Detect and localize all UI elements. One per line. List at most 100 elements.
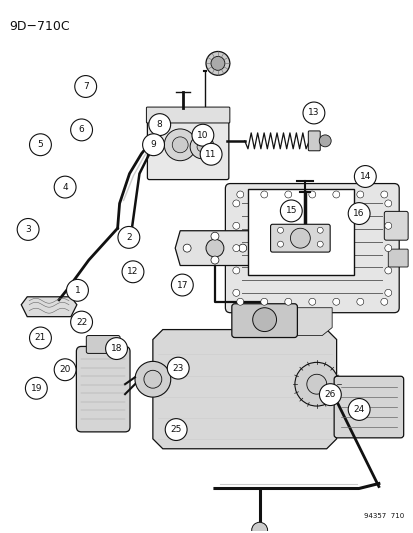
- Text: 6: 6: [78, 125, 84, 134]
- Circle shape: [232, 267, 239, 274]
- Circle shape: [190, 135, 214, 159]
- Circle shape: [384, 245, 391, 252]
- Circle shape: [260, 191, 267, 198]
- Circle shape: [384, 200, 391, 207]
- Circle shape: [232, 200, 239, 207]
- FancyBboxPatch shape: [308, 131, 320, 151]
- Text: 3: 3: [25, 225, 31, 234]
- Circle shape: [211, 56, 224, 70]
- Circle shape: [54, 359, 76, 381]
- Circle shape: [142, 134, 164, 156]
- FancyBboxPatch shape: [231, 304, 297, 337]
- Circle shape: [148, 114, 170, 135]
- Polygon shape: [21, 297, 77, 317]
- Circle shape: [206, 52, 229, 75]
- Circle shape: [167, 357, 189, 379]
- Circle shape: [17, 219, 39, 240]
- Circle shape: [332, 298, 339, 305]
- Circle shape: [165, 418, 187, 440]
- FancyBboxPatch shape: [270, 224, 330, 252]
- Circle shape: [164, 129, 196, 161]
- Text: 18: 18: [111, 344, 122, 353]
- Circle shape: [71, 119, 92, 141]
- Circle shape: [211, 232, 218, 240]
- Circle shape: [252, 308, 276, 332]
- Circle shape: [316, 241, 323, 247]
- Circle shape: [308, 298, 315, 305]
- Text: 19: 19: [31, 384, 42, 393]
- Circle shape: [71, 311, 92, 333]
- Circle shape: [105, 337, 127, 359]
- FancyBboxPatch shape: [225, 183, 398, 313]
- Circle shape: [380, 191, 387, 198]
- Text: 15: 15: [285, 206, 297, 215]
- Circle shape: [290, 228, 310, 248]
- Circle shape: [319, 384, 340, 406]
- Circle shape: [236, 298, 243, 305]
- Circle shape: [232, 222, 239, 229]
- Text: 22: 22: [76, 318, 87, 327]
- Text: 13: 13: [307, 109, 319, 117]
- Circle shape: [356, 191, 363, 198]
- FancyBboxPatch shape: [147, 118, 228, 180]
- Circle shape: [197, 142, 206, 152]
- Text: 9D−710C: 9D−710C: [9, 20, 70, 33]
- Circle shape: [332, 191, 339, 198]
- Text: 10: 10: [197, 131, 208, 140]
- Text: 16: 16: [353, 209, 364, 218]
- Circle shape: [308, 191, 315, 198]
- Text: 21: 21: [35, 334, 46, 343]
- Circle shape: [284, 191, 291, 198]
- Text: 20: 20: [59, 365, 71, 374]
- Circle shape: [251, 522, 267, 533]
- Circle shape: [238, 244, 246, 252]
- Circle shape: [75, 76, 96, 98]
- Circle shape: [200, 143, 221, 165]
- Text: 11: 11: [205, 150, 216, 159]
- Polygon shape: [175, 231, 254, 265]
- Circle shape: [232, 245, 239, 252]
- Circle shape: [316, 227, 323, 233]
- FancyBboxPatch shape: [383, 212, 407, 240]
- Circle shape: [384, 289, 391, 296]
- Circle shape: [380, 298, 387, 305]
- Circle shape: [171, 274, 193, 296]
- Circle shape: [25, 377, 47, 399]
- Circle shape: [354, 166, 375, 188]
- Circle shape: [29, 327, 51, 349]
- Circle shape: [318, 135, 330, 147]
- Circle shape: [192, 124, 213, 146]
- Text: 26: 26: [324, 390, 335, 399]
- Text: 24: 24: [353, 405, 364, 414]
- Circle shape: [294, 362, 338, 406]
- Circle shape: [306, 374, 326, 394]
- FancyBboxPatch shape: [387, 249, 407, 267]
- Circle shape: [302, 102, 324, 124]
- Text: 17: 17: [176, 280, 188, 289]
- Circle shape: [29, 134, 51, 156]
- Bar: [247, 189, 353, 275]
- FancyBboxPatch shape: [146, 107, 229, 123]
- Circle shape: [118, 227, 140, 248]
- Circle shape: [284, 298, 291, 305]
- Polygon shape: [152, 329, 336, 449]
- Circle shape: [211, 256, 218, 264]
- Text: 2: 2: [126, 233, 131, 242]
- Circle shape: [347, 203, 369, 224]
- Circle shape: [183, 244, 191, 252]
- Circle shape: [135, 361, 170, 397]
- Circle shape: [347, 399, 369, 421]
- Text: 8: 8: [157, 120, 162, 129]
- Circle shape: [384, 267, 391, 274]
- Circle shape: [122, 261, 144, 282]
- Circle shape: [260, 298, 267, 305]
- Text: 5: 5: [38, 140, 43, 149]
- Circle shape: [232, 289, 239, 296]
- Text: 14: 14: [359, 172, 370, 181]
- Circle shape: [356, 298, 363, 305]
- Text: 25: 25: [170, 425, 181, 434]
- Text: 7: 7: [83, 82, 88, 91]
- Text: 1: 1: [74, 286, 80, 295]
- Circle shape: [280, 200, 301, 222]
- Circle shape: [277, 227, 283, 233]
